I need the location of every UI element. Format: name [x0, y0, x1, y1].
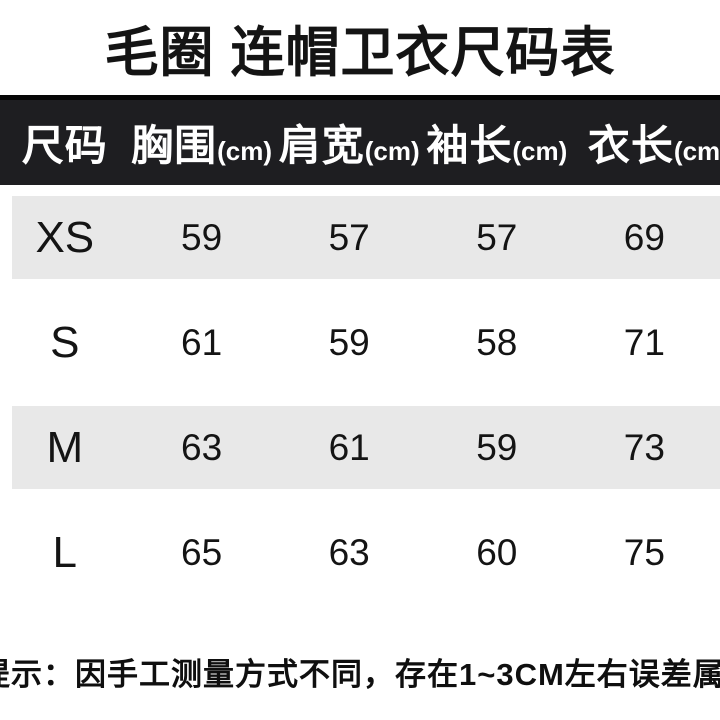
shoulder-cell: 63 [328, 531, 370, 573]
sleeve-cell: 59 [476, 426, 518, 468]
table-row-l: L 65 63 60 75 [0, 500, 720, 605]
chest-cell: 63 [181, 426, 223, 468]
size-cell: S [50, 317, 80, 367]
length-cell: 69 [623, 216, 665, 258]
length-cell: 75 [623, 531, 665, 573]
page-title: 毛圈 连帽卫衣尺码表 [104, 23, 616, 83]
shoulder-cell: 57 [328, 216, 370, 258]
table-row-s: S 61 59 58 71 [0, 290, 720, 395]
chest-cell: 59 [181, 216, 223, 258]
size-cell: L [52, 527, 78, 577]
column-header-sleeve: 袖长(cm) [425, 112, 569, 173]
length-cell: 73 [623, 426, 665, 468]
column-header-shoulder: 肩宽(cm) [274, 112, 425, 173]
column-header-length-unit: (cm) [673, 136, 720, 166]
chest-cell: 65 [181, 531, 223, 573]
column-header-size-label: 尺码 [21, 122, 108, 169]
column-header-shoulder-unit: (cm) [364, 136, 420, 166]
shoulder-cell: 59 [328, 321, 370, 363]
size-cell: M [46, 422, 84, 472]
table-header-row: 尺码 胸围(cm) 肩宽(cm) 袖长(cm) 衣长(cm) [0, 95, 720, 185]
sleeve-cell: 60 [476, 531, 518, 573]
sleeve-cell: 57 [476, 216, 518, 258]
chest-cell: 61 [181, 321, 223, 363]
table-row-m: M 63 61 59 73 [0, 395, 720, 500]
measurement-note: 提示：因手工测量方式不同，存在1~3CM左右误差属于正常 [0, 657, 720, 692]
measurement-note-wrap: 提示：因手工测量方式不同，存在1~3CM左右误差属于正常 [0, 649, 720, 694]
column-header-length: 衣长(cm) [583, 112, 720, 173]
column-header-shoulder-label: 肩宽 [278, 122, 365, 169]
column-header-size: 尺码 [0, 112, 130, 173]
sleeve-cell: 58 [476, 321, 518, 363]
length-cell: 71 [623, 321, 665, 363]
size-cell: XS [35, 212, 95, 262]
column-header-sleeve-unit: (cm) [512, 136, 568, 166]
column-header-chest: 胸围(cm) [130, 112, 274, 173]
column-header-length-label: 衣长 [587, 122, 674, 169]
shoulder-cell: 61 [328, 426, 370, 468]
column-header-chest-label: 胸围 [131, 122, 218, 169]
column-header-sleeve-label: 袖长 [426, 122, 513, 169]
column-header-chest-unit: (cm) [217, 136, 273, 166]
table-body: XS 59 57 57 69 S 61 59 58 71 M 63 61 59 … [0, 185, 720, 605]
table-row-xs: XS 59 57 57 69 [0, 185, 720, 290]
